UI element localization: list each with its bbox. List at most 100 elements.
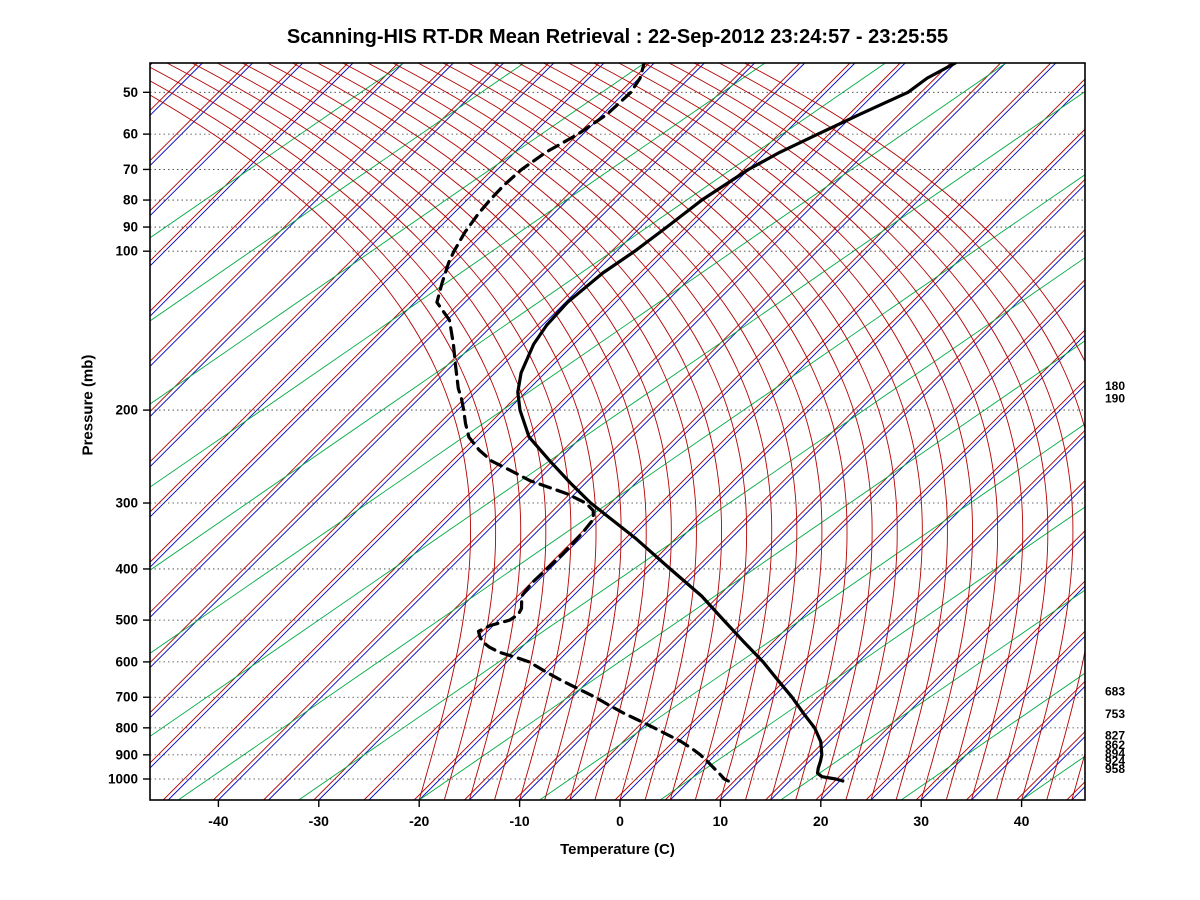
right-pressure-label: 924	[1105, 754, 1125, 768]
mixing-ratio-line	[150, 63, 1007, 654]
adiabat-companion-line	[815, 530, 1085, 800]
moist-adiabat-line	[150, 80, 497, 800]
moist-adiabat-line	[718, 63, 1085, 800]
isotherm-line	[720, 434, 1085, 800]
adiabat-companion-line	[150, 63, 801, 714]
background-lines	[0, 63, 1085, 800]
right-pressure-label: 190	[1105, 391, 1125, 405]
right-pressure-label: 683	[1105, 685, 1125, 699]
isotherm-line	[167, 63, 906, 800]
right-pressure-label: 827	[1105, 728, 1125, 742]
temp-tick-label: 0	[616, 813, 624, 829]
temp-tick-label: 20	[813, 813, 829, 829]
moist-adiabat-line	[216, 63, 597, 800]
mixing-ratio-line	[150, 63, 886, 571]
moist-adiabat-line	[266, 63, 647, 800]
adiabat-companion-line	[150, 63, 349, 262]
moist-adiabat-line	[291, 63, 672, 800]
adiabat-companion-line	[162, 63, 901, 800]
adiabat-companion-line	[150, 63, 449, 363]
isotherm-line	[268, 63, 1006, 800]
pressure-tick-label: 1000	[108, 771, 138, 786]
temp-tick-label: -10	[509, 813, 529, 829]
adiabat-companion-line	[0, 63, 47, 800]
pressure-tick-label: 60	[123, 127, 138, 142]
moist-adiabat-line	[542, 63, 923, 800]
adiabat-companion-line	[363, 78, 1085, 800]
isotherm-line	[150, 63, 404, 317]
dewpoint-curve	[435, 63, 730, 783]
mixing-ratio-line	[900, 672, 1085, 800]
pressure-tick-label: 800	[115, 720, 138, 735]
mixing-ratio-line	[150, 63, 645, 405]
moist-adiabat-line	[467, 63, 848, 800]
temp-tick-label: -30	[309, 813, 329, 829]
mixing-ratio-line	[780, 589, 1085, 800]
adiabat-companion-line	[150, 63, 198, 112]
temp-tick-label: -40	[208, 813, 228, 829]
moist-adiabat-line	[366, 63, 748, 800]
adiabat-companion-line	[263, 63, 1001, 800]
pressure-tick-label: 900	[115, 747, 138, 762]
isotherm-line	[0, 63, 102, 800]
isotherm-line	[318, 63, 1057, 800]
adiabat-companion-line	[514, 228, 1085, 800]
pressure-tick-label: 700	[115, 690, 138, 705]
isotherm-line	[150, 63, 555, 468]
isotherm-line	[150, 63, 605, 518]
right-pressure-label: 862	[1105, 738, 1125, 752]
moist-adiabat-line	[150, 94, 471, 800]
isotherm-line	[150, 63, 354, 267]
mixing-ratio-line	[539, 423, 1085, 800]
temp-tick-label: 40	[1014, 813, 1030, 829]
moist-adiabat-line	[617, 63, 999, 800]
moist-adiabat-line	[492, 63, 873, 800]
isotherm-line	[150, 63, 755, 669]
adiabat-companion-line	[150, 63, 399, 312]
adiabat-companion-line	[0, 63, 97, 800]
adiabat-companion-line	[865, 580, 1085, 800]
pressure-tick-label: 500	[115, 613, 138, 628]
adiabat-companion-line	[150, 63, 550, 463]
isotherm-line	[1071, 786, 1085, 800]
moist-adiabat-line	[442, 63, 823, 800]
isotherm-line	[920, 635, 1085, 800]
pressure-tick-label: 200	[115, 403, 138, 418]
isotherm-line	[870, 585, 1085, 800]
isotherm-line	[150, 63, 655, 568]
moist-adiabat-line	[391, 63, 773, 800]
mixing-ratio-line	[150, 63, 766, 488]
isotherm-line	[150, 63, 705, 619]
mixing-ratio-line	[177, 174, 1085, 800]
isotherm-line	[150, 63, 304, 217]
pressure-tick-label: 90	[123, 220, 138, 235]
moist-adiabat-line	[592, 63, 973, 800]
isotherm-line	[218, 63, 956, 800]
adiabat-companion-line	[150, 63, 650, 563]
adiabat-companion-line	[915, 630, 1085, 800]
isotherm-line	[418, 133, 1085, 800]
isotherm-line	[519, 233, 1085, 800]
isotherm-line	[770, 484, 1085, 800]
moist-adiabat-line	[667, 63, 1049, 800]
isotherm-line	[368, 83, 1085, 800]
page-title: Scanning-HIS RT-DR Mean Retrieval : 22-S…	[286, 26, 949, 48]
adiabat-companion-line	[150, 63, 499, 413]
adiabat-companion-line	[313, 63, 1052, 800]
mixing-ratio-line	[418, 340, 1085, 800]
moist-adiabat-line	[642, 63, 1024, 800]
adiabat-companion-line	[150, 63, 700, 614]
mixing-ratio-line	[150, 63, 525, 322]
isotherm-line	[150, 63, 454, 368]
moist-adiabat-line	[241, 63, 622, 800]
mixing-ratio-line	[659, 506, 1085, 800]
adiabat-companion-line	[150, 63, 600, 513]
mixing-ratio-line	[298, 257, 1085, 800]
plot-frame	[149, 62, 1086, 801]
isotherm-line	[0, 63, 52, 800]
pressure-tick-label: 70	[123, 162, 138, 177]
adiabat-companion-line	[1066, 781, 1085, 800]
moist-adiabat-line	[517, 63, 898, 800]
x-axis-label: Temperature (C)	[560, 841, 675, 858]
